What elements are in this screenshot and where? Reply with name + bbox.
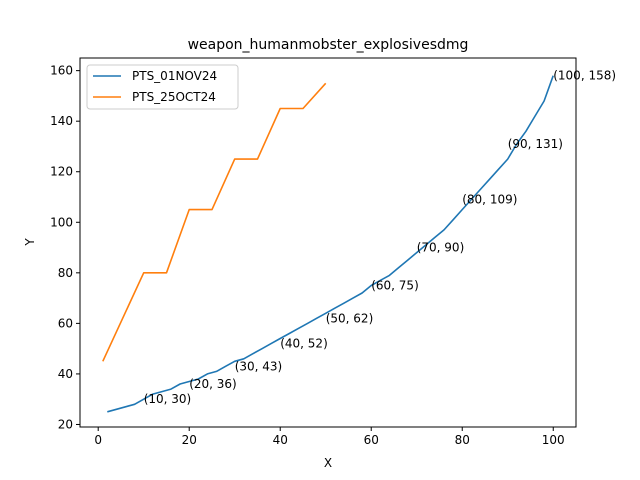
point-annotation: (70, 90) <box>417 241 465 255</box>
x-tick-label: 20 <box>182 433 197 447</box>
legend: PTS_01NOV24 PTS_25OCT24 <box>86 64 239 110</box>
plot-area <box>79 57 577 428</box>
point-annotation: (80, 109) <box>462 193 517 207</box>
point-annotation: (100, 158) <box>553 69 616 83</box>
point-annotation: (20, 36) <box>189 377 237 391</box>
legend-box <box>86 64 239 110</box>
legend-label: PTS_25OCT24 <box>132 90 216 104</box>
legend-label: PTS_01NOV24 <box>132 69 217 83</box>
annotation-layer: (10, 30)(20, 36) (30, 43) (40, 52) (50, 62)… <box>144 69 616 407</box>
x-axis: 0 20 40 60 80 100 <box>94 427 565 447</box>
y-tick-label: 80 <box>58 266 73 280</box>
x-tick-label: 100 <box>542 433 565 447</box>
y-tick-label: 60 <box>58 316 73 330</box>
point-annotation: (40, 52) <box>280 337 328 351</box>
point-annotation: (50, 62) <box>326 311 374 325</box>
y-tick-label: 140 <box>50 114 73 128</box>
series-line-pts_01nov24 <box>107 75 554 413</box>
plot-frame <box>79 57 577 428</box>
series-layer <box>102 75 554 413</box>
y-axis-label: Y <box>23 238 37 247</box>
point-annotation: (30, 43) <box>235 359 283 373</box>
x-axis-label: X <box>324 456 332 470</box>
series-line-pts_25oct24 <box>102 82 327 362</box>
point-annotation: (10, 30) <box>144 392 192 406</box>
y-tick-label: 100 <box>50 215 73 229</box>
x-tick-label: 40 <box>273 433 288 447</box>
x-tick-label: 0 <box>94 433 102 447</box>
y-tick-label: 120 <box>50 165 73 179</box>
y-tick-label: 40 <box>58 367 73 381</box>
chart-title: weapon_humanmobster_explosivesdmg <box>188 37 469 53</box>
x-tick-label: 80 <box>455 433 470 447</box>
y-tick-label: 160 <box>50 64 73 78</box>
point-annotation: (60, 75) <box>371 278 419 292</box>
point-annotation: (90, 131) <box>508 137 563 151</box>
y-tick-label: 20 <box>58 417 73 431</box>
y-axis: 20 40 60 80 100 120 140 160 <box>50 64 80 431</box>
x-tick-label: 60 <box>364 433 379 447</box>
